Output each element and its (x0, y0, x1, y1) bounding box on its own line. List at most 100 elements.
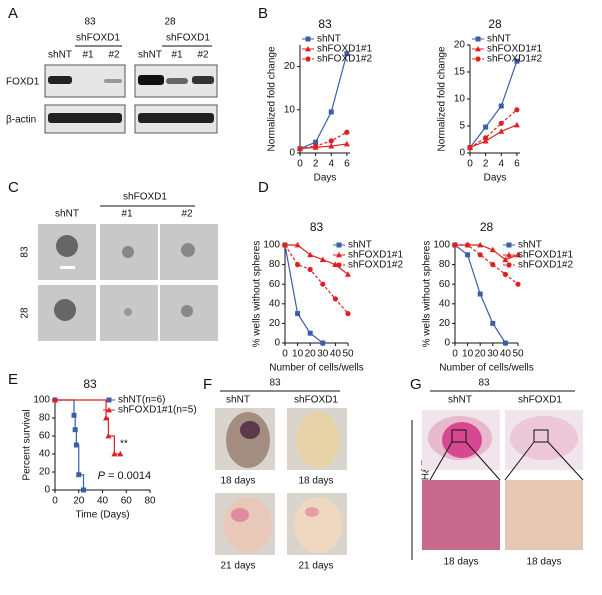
series-line (299, 53, 348, 150)
y-tick-label: 0 (274, 338, 280, 349)
x-tick-label: 50 (342, 349, 354, 360)
x-axis-label: Days (314, 173, 337, 184)
cell-line: 83 (478, 378, 490, 389)
column-label: shFOXD1 (294, 395, 338, 406)
panel-label: B (258, 5, 268, 22)
marker (111, 450, 118, 457)
legend-marker (106, 407, 112, 413)
y-tick-label: 100 (433, 240, 450, 251)
y-tick-label: 40 (269, 298, 281, 309)
x-tick-label: 20 (305, 349, 317, 360)
legend-marker (106, 397, 112, 403)
y-tick-label: 20 (269, 318, 281, 329)
day-label: 18 days (443, 557, 478, 568)
marker (328, 142, 335, 149)
marker (483, 135, 489, 141)
x-tick-label: 40 (330, 349, 342, 360)
day-label: 18 days (298, 476, 333, 487)
y-tick-label: 15 (454, 67, 466, 78)
legend-marker (336, 252, 342, 258)
legend-label: shFOXD1#2 (348, 260, 403, 271)
marker (307, 266, 313, 273)
x-tick-label: 6 (514, 159, 520, 170)
group-label: shFOXD1 (166, 33, 210, 44)
x-axis-label: Number of cells/wells (439, 363, 533, 374)
marker (313, 143, 319, 149)
column-label: shNT (448, 395, 472, 406)
y-tick-label: 20 (454, 40, 466, 51)
marker (320, 281, 326, 287)
legend-label: shNT(n=6) (118, 395, 166, 406)
group-label: shFOXD1 (123, 192, 167, 203)
marker (502, 271, 508, 277)
y-tick-label: 10 (284, 104, 296, 115)
sphere-images (38, 224, 218, 341)
y-axis-label: Normalized fold change (437, 46, 448, 151)
legend-label: shFOXD1#1 (317, 44, 372, 55)
marker (328, 109, 334, 115)
legend-label: shFOXD1#2 (518, 260, 573, 271)
row-label: FOXD1 (6, 77, 40, 88)
series-line (284, 244, 324, 344)
y-tick-label: 0 (459, 148, 465, 159)
marker (71, 412, 77, 418)
x-tick-label: 60 (121, 496, 133, 507)
panel-label: G (410, 376, 422, 393)
marker (117, 450, 124, 457)
x-tick-label: 0 (452, 349, 458, 360)
lane-label: #2 (108, 50, 120, 61)
legend-label: shFOXD1#1(n=5) (118, 405, 197, 416)
marker (345, 311, 351, 317)
column-label: shFOXD1 (518, 395, 562, 406)
panel-label: D (258, 179, 269, 196)
row-label: 28 (20, 307, 31, 319)
marker (514, 107, 520, 113)
marker (73, 442, 79, 448)
marker (482, 137, 489, 144)
marker (295, 262, 301, 268)
x-tick-label: 4 (328, 159, 334, 170)
marker (477, 241, 484, 248)
marker (76, 472, 82, 478)
lane-label: #1 (82, 50, 94, 61)
annotation: ** (120, 439, 128, 450)
legend-marker (475, 36, 481, 42)
y-tick-label: 0 (289, 148, 295, 159)
legend-marker (336, 242, 342, 248)
legend-label: shNT (518, 240, 542, 251)
cell-line: 28 (164, 17, 176, 28)
day-label: 21 days (220, 561, 255, 572)
y-axis-label: % wells without spheres (252, 241, 263, 348)
panel-label: E (8, 371, 18, 388)
marker (328, 138, 334, 144)
lane-label: #2 (197, 50, 209, 61)
marker (498, 128, 505, 134)
legend-marker (506, 262, 512, 268)
x-tick-label: 30 (317, 349, 329, 360)
marker (477, 252, 483, 258)
y-tick-label: 10 (454, 94, 466, 105)
y-tick-label: 20 (284, 61, 296, 72)
chart-title: 83 (318, 17, 332, 31)
marker (345, 271, 351, 277)
column-label: #2 (181, 209, 193, 220)
legend-marker (506, 252, 512, 258)
x-axis-label: Days (484, 173, 507, 184)
legend-label: shNT (487, 34, 511, 45)
y-tick-label: 80 (39, 413, 51, 424)
x-tick-label: 50 (512, 349, 524, 360)
marker (514, 58, 520, 64)
legend-label: shFOXD1#1 (518, 250, 573, 261)
marker (105, 432, 112, 439)
x-tick-label: 20 (73, 496, 85, 507)
x-tick-label: 80 (144, 496, 156, 507)
series-line (299, 131, 348, 150)
series-line (469, 124, 518, 149)
x-tick-label: 0 (52, 496, 58, 507)
y-tick-label: 20 (39, 467, 51, 478)
marker (502, 340, 508, 346)
marker (498, 103, 504, 109)
day-label: 18 days (526, 557, 561, 568)
marker (307, 251, 314, 258)
